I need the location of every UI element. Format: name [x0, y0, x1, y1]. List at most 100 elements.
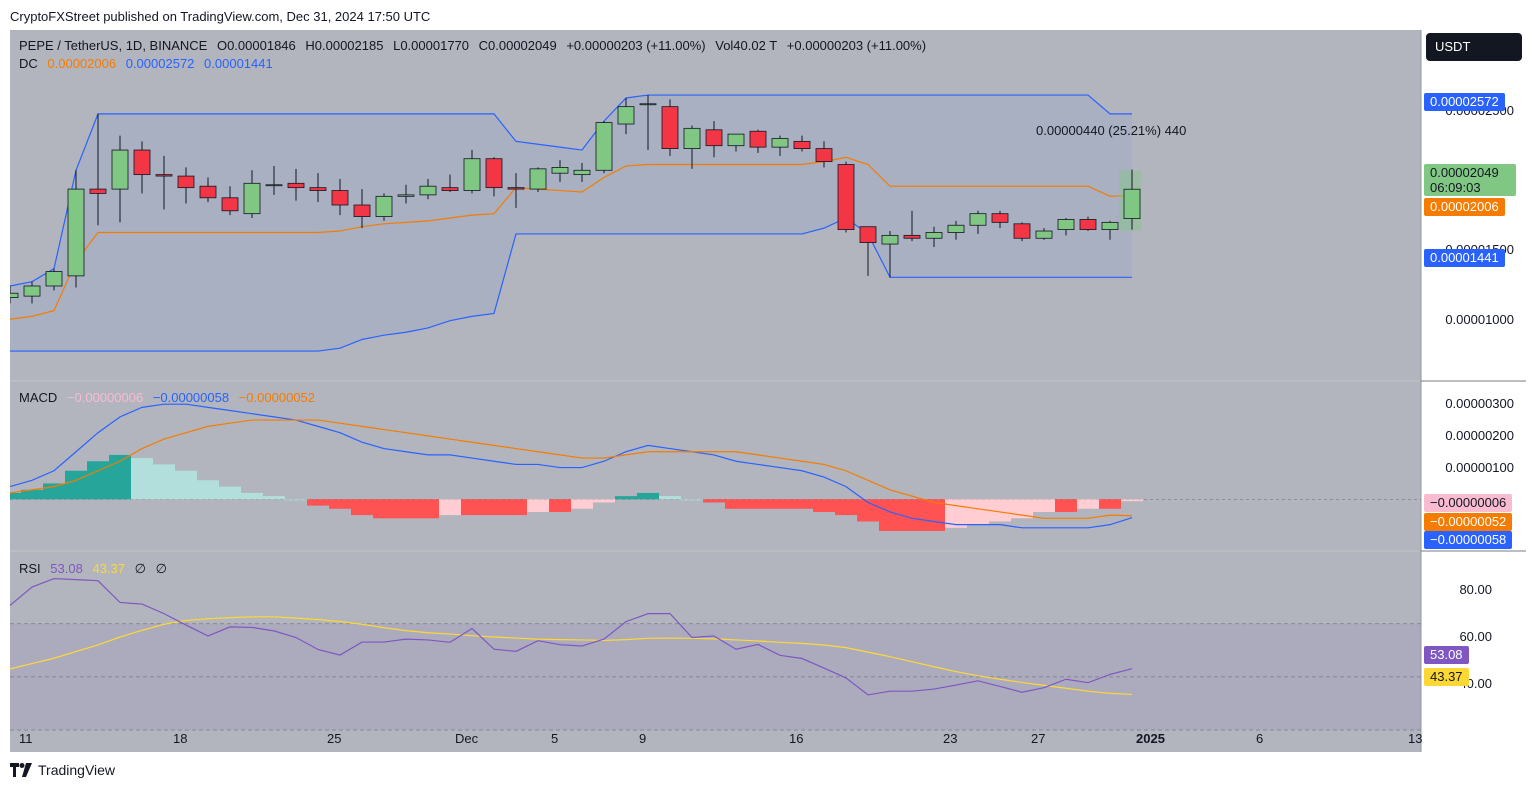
macd-tick-2: 0.00000200 — [1445, 428, 1514, 443]
macd-hist-bar — [439, 499, 461, 516]
price-chart-svg[interactable] — [0, 30, 1526, 752]
macd-hist-bar — [43, 483, 65, 500]
tradingview-logo-icon — [10, 763, 32, 777]
candle-body — [749, 130, 767, 148]
macd-hist-bar — [307, 499, 329, 506]
candle-body — [595, 122, 613, 171]
macd-hist-bar — [241, 492, 263, 500]
candle-body — [683, 127, 701, 149]
candle-body — [397, 194, 415, 197]
rsi-tick-1: 80.00 — [1459, 582, 1492, 597]
dc-upper-value: 0.00002572 — [125, 56, 195, 71]
candle-body — [441, 187, 459, 191]
last-price-tag: 0.00002049 06:09:03 — [1424, 164, 1516, 196]
macd-hist-bar — [197, 480, 219, 500]
candle-body — [89, 188, 107, 194]
rsi-ma-line — [9, 616, 1133, 696]
candle-body — [573, 169, 591, 176]
candle-body — [507, 187, 525, 190]
macd-hist-bar — [109, 454, 131, 500]
candle-body — [661, 106, 679, 149]
measure-label: 0.00000440 (25.21%) 440 — [1036, 123, 1187, 138]
macd-line-tag: −0.00000058 — [1424, 531, 1513, 549]
candle-body — [155, 174, 173, 177]
candle-body — [705, 129, 723, 147]
symbol-label[interactable]: PEPE / TetherUS, 1D, BINANCE — [19, 38, 208, 53]
candle-body — [375, 195, 393, 217]
candle-body — [969, 213, 987, 226]
candle-body — [463, 158, 481, 191]
dc-legend[interactable]: DC 0.00002006 0.00002572 0.00001441 — [19, 56, 279, 71]
candle-body — [727, 133, 745, 147]
macd-hist-bar — [1121, 499, 1143, 502]
macd-hist-bar — [747, 499, 769, 509]
candle-body — [881, 234, 899, 245]
currency-button[interactable]: USDT — [1426, 33, 1522, 61]
macd-legend[interactable]: MACD −0.00000006 −0.00000058 −0.00000052 — [19, 390, 321, 405]
x-label-25: 25 — [327, 731, 342, 746]
macd-hist-bar — [659, 496, 681, 500]
macd-hist-bar — [571, 499, 593, 509]
candle-body — [23, 285, 41, 297]
candle-body — [177, 175, 195, 189]
macd-hist-bar — [967, 499, 989, 525]
dc-basis-line — [9, 156, 1133, 320]
macd-hist-bar — [703, 499, 725, 503]
macd-signal-line — [9, 419, 1133, 519]
rsi-legend[interactable]: RSI 53.08 43.37 ∅ ∅ — [19, 561, 173, 577]
x-label-11: 11 — [19, 731, 33, 746]
candle-body — [793, 140, 811, 149]
chart-frame: PEPE / TetherUS, 1D, BINANCE O0.00001846… — [0, 30, 1526, 752]
candle-body — [287, 182, 305, 189]
macd-hist-bar — [1033, 499, 1055, 512]
rsi-tick-2: 60.00 — [1459, 629, 1492, 644]
candle-body — [309, 187, 327, 191]
hidden-icon-2: ∅ — [155, 561, 167, 576]
macd-hist-bar — [1099, 499, 1121, 509]
macd-hist-bar — [373, 499, 395, 519]
macd-line-value: −0.00000058 — [152, 390, 230, 405]
candle-body — [485, 158, 503, 189]
candle-body — [1035, 230, 1053, 239]
high-value: H0.00002185 — [305, 38, 384, 53]
macd-hist-bar — [21, 489, 43, 500]
dc-upper-line — [9, 94, 1132, 287]
candle-body — [353, 204, 371, 217]
change-value: +0.00000203 (+11.00%) — [566, 38, 706, 53]
candle-body — [243, 182, 261, 215]
tradingview-footer[interactable]: TradingView — [10, 762, 115, 778]
macd-hist-bar — [725, 499, 747, 509]
candle-body — [45, 271, 63, 287]
countdown-value: 06:09:03 — [1430, 180, 1481, 195]
close-value: C0.00002049 — [478, 38, 557, 53]
macd-hist-bar — [879, 499, 901, 531]
candle-body — [133, 149, 151, 176]
x-label-9: 9 — [639, 731, 647, 746]
candle-body — [199, 185, 217, 199]
candle-body — [221, 197, 239, 212]
x-label-16: 16 — [789, 731, 804, 746]
macd-hist-bar — [175, 470, 197, 500]
candle-body — [1101, 221, 1119, 230]
x-label-18: 18 — [173, 731, 188, 746]
macd-hist-bar — [615, 496, 637, 500]
x-label-2025: 2025 — [1136, 731, 1165, 746]
macd-hist-tag: −0.00000006 — [1424, 494, 1513, 512]
rsi-value-tag: 53.08 — [1424, 646, 1469, 664]
candle-body — [991, 213, 1009, 223]
dc-lower-tag: 0.00001441 — [1424, 249, 1505, 267]
macd-hist-bar — [219, 486, 241, 500]
x-label-23: 23 — [943, 731, 958, 746]
rsi-value: 53.08 — [50, 561, 83, 576]
macd-hist-bar — [417, 499, 439, 519]
open-value: O0.00001846 — [216, 38, 296, 53]
macd-hist-bar — [681, 499, 703, 501]
candle-body — [111, 149, 129, 190]
candle-body — [837, 164, 855, 230]
candle-body — [617, 106, 635, 125]
macd-pane-bg — [10, 382, 1421, 550]
x-label-dec: Dec — [455, 731, 479, 746]
ohlc-legend: PEPE / TetherUS, 1D, BINANCE O0.00001846… — [19, 38, 932, 53]
dc-lower-value: 0.00001441 — [204, 56, 273, 71]
macd-hist-bar — [637, 492, 659, 500]
